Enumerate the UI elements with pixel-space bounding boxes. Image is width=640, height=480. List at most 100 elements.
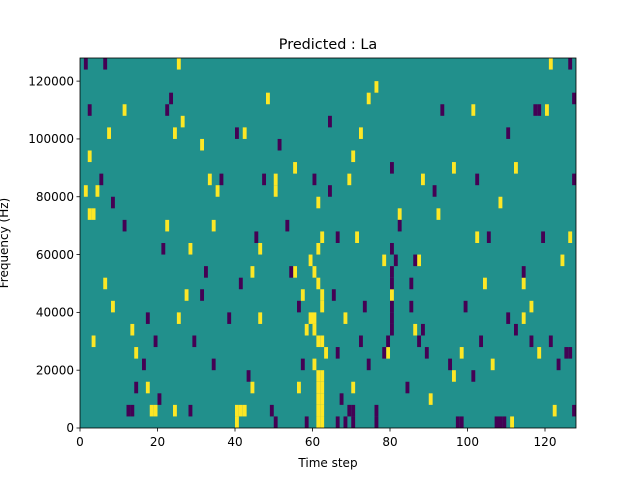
heatmap-cell-26: [293, 266, 298, 278]
heatmap-cell-199: [568, 347, 573, 359]
heatmap-cell-31: [235, 416, 239, 428]
y-tick-label-3: 60000: [36, 248, 74, 262]
heatmap-cell-92: [510, 416, 515, 428]
heatmap-cell-83: [417, 254, 422, 267]
heatmap-cell-175: [421, 323, 425, 336]
heatmap-cell-22: [316, 243, 321, 255]
heatmap-cell-107: [103, 58, 108, 70]
heatmap-cell-170: [405, 381, 410, 394]
heatmap-cell-122: [188, 404, 193, 417]
heatmap-cell-161: [390, 323, 394, 336]
heatmap-cell-33: [153, 404, 158, 417]
heatmap-cell-108: [87, 104, 92, 116]
heatmap-cell-111: [122, 219, 127, 232]
heatmap-cell-159: [382, 347, 387, 359]
x-tick-label-4: 80: [382, 435, 397, 449]
heatmap-cell-80: [390, 289, 394, 301]
heatmap-cell-126: [211, 358, 216, 371]
heatmap-cell-44: [103, 277, 108, 290]
heatmap-cell-154: [359, 335, 363, 348]
heatmap-cell-132: [254, 231, 259, 243]
heatmap-cell-28: [235, 404, 239, 417]
heatmap-cell-64: [266, 92, 270, 105]
heatmap-cell-63: [242, 127, 247, 139]
heatmap-cell-3: [316, 381, 321, 394]
heatmap-cell-183: [471, 370, 476, 382]
heatmap-cell-34: [145, 381, 150, 394]
heatmap-cell-38: [95, 185, 100, 197]
heatmap-cell-128: [227, 312, 232, 324]
heatmap-cell-96: [537, 347, 542, 359]
heatmap-cell-173: [413, 254, 418, 267]
heatmap-cell-104: [428, 393, 433, 405]
heatmap-cell-157: [374, 416, 379, 428]
heatmap-cell-68: [293, 162, 298, 174]
heatmap-cell-95: [529, 300, 534, 313]
heatmap-cell-2: [316, 393, 321, 405]
heatmap-cell-88: [475, 231, 480, 243]
heatmap-cell-91: [498, 196, 503, 209]
heatmap-cell-135: [273, 416, 278, 428]
heatmap-cell-184: [479, 335, 484, 348]
heatmap-cell-181: [459, 416, 464, 428]
heatmap-cell-52: [173, 127, 177, 139]
heatmap-cell-87: [459, 347, 464, 359]
heatmap-cell-43: [134, 347, 139, 359]
heatmap-cell-17: [316, 277, 321, 290]
heatmap-cell-81: [397, 208, 402, 220]
x-tick-label-0: 0: [76, 435, 84, 449]
heatmap-cell-24: [316, 196, 321, 209]
heatmap-cell-156: [366, 358, 371, 371]
heatmap-cell-174: [417, 335, 422, 348]
heatmap-cell-37: [83, 185, 88, 197]
heatmap-cell-203: [572, 92, 577, 105]
heatmap-cell-72: [355, 231, 360, 243]
heatmap-cell-163: [390, 300, 394, 313]
heatmap-cell-77: [374, 81, 379, 93]
heatmap-cell-62: [258, 243, 263, 255]
heatmap-cell-27: [304, 323, 309, 336]
heatmap-cell-142: [312, 173, 317, 186]
heatmap-cell-196: [548, 335, 553, 348]
heatmap-cell-167: [390, 243, 394, 255]
y-tick-label-5: 100000: [28, 132, 74, 146]
heatmap-cell-139: [297, 300, 301, 313]
heatmap-cell-153: [328, 185, 332, 197]
heatmap-cell-75: [359, 127, 363, 139]
heatmap-cell-4: [316, 370, 321, 382]
plot-area: [79, 57, 577, 429]
heatmap-cell-114: [134, 381, 139, 394]
heatmap-cell-151: [331, 289, 336, 301]
heatmap-cell-130: [238, 277, 243, 290]
heatmap-cell-189: [506, 312, 511, 324]
x-tick-label-5: 100: [456, 435, 479, 449]
heatmap-cell-129: [235, 127, 239, 139]
heatmap-cell-162: [390, 312, 394, 324]
heatmap-cell-60: [258, 312, 263, 324]
heatmap-cell-70: [343, 312, 348, 324]
heatmap-cell-144: [335, 416, 340, 428]
heatmap-cell-65: [273, 173, 278, 186]
heatmap-cell-39: [87, 150, 92, 163]
heatmap-cell-191: [521, 266, 526, 278]
heatmap-cell-106: [83, 58, 88, 70]
heatmap-cell-205: [475, 173, 480, 186]
heatmap-cell-82: [413, 323, 418, 336]
heatmap-cell-193: [533, 104, 538, 116]
heatmap-cell-133: [262, 173, 267, 186]
heatmap-cell-166: [393, 254, 398, 267]
heatmap-cell-169: [390, 162, 394, 174]
heatmap-cell-105: [548, 58, 553, 70]
heatmap-cells: [83, 58, 577, 428]
heatmap-cell-35: [87, 208, 92, 220]
heatmap-cell-49: [184, 289, 189, 301]
x-tick-label-3: 60: [305, 435, 320, 449]
heatmap-cell-9: [320, 370, 325, 382]
heatmap-cell-84: [421, 173, 425, 186]
x-tick-label-1: 20: [150, 435, 165, 449]
heatmap-cell-58: [211, 219, 216, 232]
heatmap-cell-69: [297, 381, 301, 394]
heatmap-cell-79: [382, 254, 387, 267]
heatmap-cell-100: [568, 231, 573, 243]
